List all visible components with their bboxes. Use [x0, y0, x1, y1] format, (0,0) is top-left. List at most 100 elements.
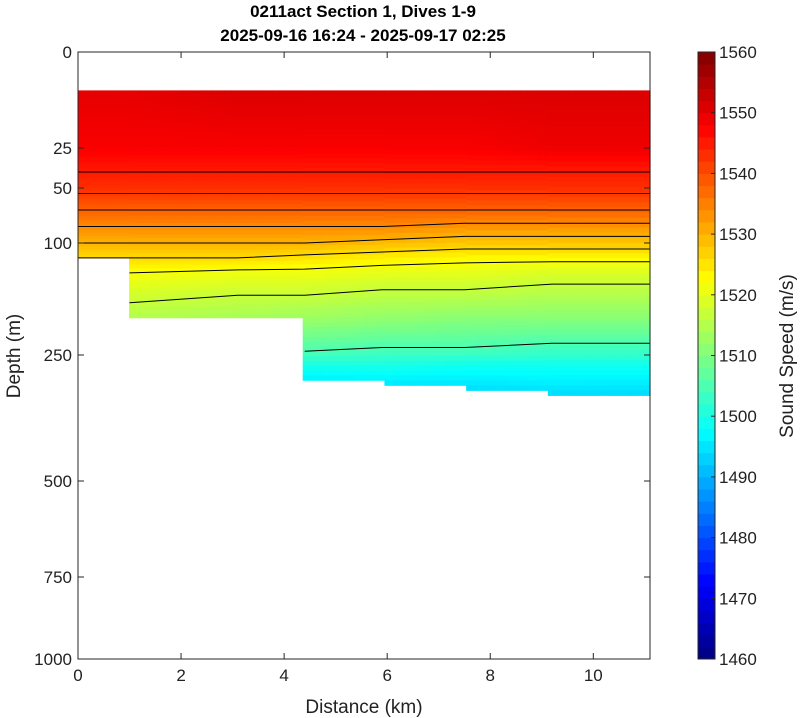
- heatmap-cell: [108, 115, 120, 119]
- heatmap-cell: [496, 90, 508, 96]
- heatmap-cell: [374, 356, 386, 362]
- heatmap-cell: [374, 331, 386, 338]
- heatmap-cell: [272, 192, 283, 198]
- heatmap-cell: [159, 294, 171, 300]
- heatmap-cell: [476, 280, 488, 286]
- heatmap-cell: [251, 181, 263, 186]
- heatmap-cell: [486, 340, 498, 346]
- heatmap-cell: [98, 123, 110, 128]
- heatmap-cell: [139, 257, 151, 262]
- heatmap-cell: [364, 167, 375, 174]
- heatmap-cell: [466, 115, 477, 121]
- heatmap-cell: [251, 253, 263, 258]
- heatmap-cell: [547, 141, 559, 147]
- heatmap-cell: [435, 105, 447, 111]
- heatmap-cell: [98, 232, 110, 237]
- heatmap-cell: [435, 139, 447, 146]
- heatmap-cell: [149, 226, 161, 232]
- heatmap-cell: [629, 166, 641, 173]
- heatmap-cell: [272, 177, 283, 182]
- heatmap-cell: [139, 173, 151, 179]
- heatmap-cell: [537, 195, 549, 201]
- heatmap-cell: [466, 90, 477, 96]
- heatmap-cell: [619, 319, 631, 325]
- heatmap-cell: [129, 241, 140, 247]
- heatmap-cell: [374, 191, 386, 198]
- heatmap-cell: [415, 365, 426, 372]
- heatmap-cell: [547, 95, 559, 102]
- heatmap-cell: [221, 177, 232, 182]
- heatmap-cell: [435, 227, 447, 234]
- heatmap-cell: [169, 200, 181, 205]
- heatmap-cell: [200, 166, 212, 171]
- heatmap-cell: [210, 238, 222, 243]
- heatmap-cell: [496, 270, 508, 276]
- colorbar-step: [698, 270, 715, 284]
- heatmap-cell: [78, 216, 89, 220]
- heatmap-cell: [558, 319, 569, 325]
- heatmap-cell: [333, 341, 345, 347]
- heatmap-cell: [251, 204, 263, 209]
- heatmap-cell: [384, 164, 396, 170]
- heatmap-cell: [139, 147, 151, 152]
- heatmap-cell: [292, 272, 304, 277]
- heatmap-cell: [466, 235, 477, 241]
- heatmap-cell: [394, 149, 406, 155]
- heatmap-cell: [404, 188, 416, 195]
- heatmap-cell: [272, 135, 283, 141]
- heatmap-cell: [517, 125, 529, 131]
- heatmap-cell: [343, 283, 355, 290]
- heatmap-cell: [619, 247, 631, 254]
- heatmap-cell: [629, 374, 641, 381]
- heatmap-cell: [598, 359, 610, 366]
- heatmap-cell: [129, 276, 140, 281]
- heatmap-cell: [129, 113, 140, 118]
- colorbar-step: [698, 294, 715, 308]
- heatmap-cell: [486, 250, 498, 256]
- heatmap-cell: [139, 291, 151, 296]
- heatmap-cell: [415, 218, 426, 224]
- heatmap-cell: [609, 308, 620, 315]
- heatmap-cell: [231, 306, 243, 311]
- heatmap-cell: [118, 118, 130, 122]
- heatmap-cell: [78, 249, 89, 253]
- heatmap-cell: [394, 100, 406, 106]
- heatmap-cell: [507, 210, 518, 216]
- heatmap-cell: [619, 293, 631, 300]
- heatmap-cell: [118, 221, 130, 226]
- heatmap-cell: [598, 176, 610, 183]
- heatmap-cell: [261, 94, 273, 99]
- heatmap-cell: [568, 374, 580, 381]
- heatmap-cell: [302, 143, 314, 149]
- heatmap-cell: [639, 293, 651, 300]
- heatmap-cell: [312, 109, 324, 116]
- heatmap-cell: [374, 196, 386, 203]
- heatmap-cell: [415, 306, 426, 313]
- heatmap-cell: [159, 105, 171, 110]
- heatmap-cell: [159, 268, 171, 273]
- heatmap-cell: [609, 314, 620, 320]
- heatmap-cell: [241, 120, 253, 126]
- heatmap-cell: [384, 129, 396, 136]
- colorbar-step: [698, 112, 715, 126]
- heatmap-cell: [312, 201, 324, 207]
- heatmap-cell: [404, 306, 416, 313]
- colorbar-step: [698, 52, 715, 65]
- heatmap-cell: [221, 291, 232, 296]
- heatmap-cell: [527, 305, 539, 311]
- heatmap-cell: [302, 230, 314, 236]
- heatmap-cell: [547, 374, 559, 381]
- heatmap-cell: [149, 196, 161, 201]
- heatmap-cell: [588, 364, 600, 371]
- heatmap-cell: [507, 160, 518, 166]
- heatmap-cell: [118, 98, 130, 103]
- heatmap-cell: [455, 227, 467, 234]
- heatmap-cell: [200, 120, 212, 126]
- colorbar-step: [698, 537, 715, 551]
- heatmap-cell: [517, 315, 529, 321]
- heatmap-cell: [435, 306, 447, 313]
- heatmap-cell: [527, 155, 539, 161]
- heatmap-cell: [415, 380, 426, 386]
- heatmap-cell: [78, 121, 89, 125]
- heatmap-cell: [129, 132, 140, 137]
